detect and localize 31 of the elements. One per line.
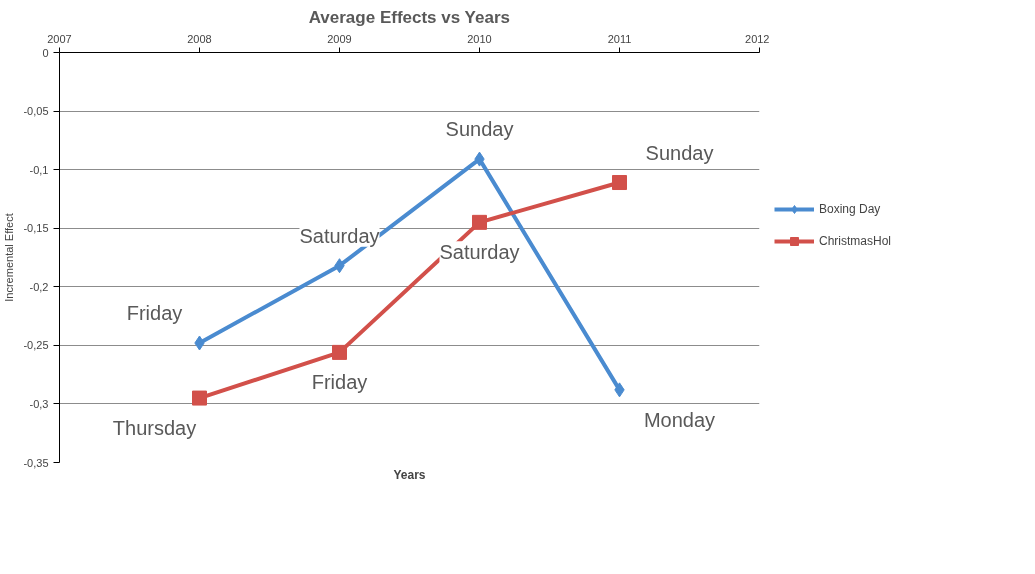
point [192,390,207,406]
point [612,175,627,191]
x-tick-label: 2012 [745,32,770,45]
y-tick-label: -0,15 [23,222,49,235]
legend-label: Boxing Day [819,202,881,216]
x-tick-label: 2008 [187,32,212,45]
x-tick-label: 2009 [327,32,352,45]
x-axis-title: Years [393,467,426,482]
point [332,344,347,360]
x-tick-label: 2011 [607,32,632,45]
x-tick-label: 2007 [47,32,72,45]
y-tick-label: -0,25 [23,339,49,352]
annotation: Saturday [299,224,380,247]
y-axis-title: Incremental Effect [3,213,16,302]
annotation: Friday [311,371,368,394]
legend-label: ChristmasHol [819,234,892,248]
annotation: Thursday [112,417,197,440]
annotation: Friday [126,302,183,325]
y-tick-label: -0,2 [29,280,49,293]
point [472,214,487,230]
y-tick-label: -0,35 [23,456,49,469]
y-tick-label: -0,3 [29,397,49,410]
annotation: Monday [643,408,716,431]
y-tick-label: -0,05 [23,105,49,118]
annotation: Sunday [445,118,514,141]
y-tick-label: 0 [42,46,49,59]
x-tick-label: 2010 [467,32,492,45]
y-tick-label: -0,1 [29,163,49,176]
annotation: Saturday [439,241,520,264]
annotation: Sunday [645,141,714,164]
chart-title: Average Effects vs Years [308,7,511,27]
